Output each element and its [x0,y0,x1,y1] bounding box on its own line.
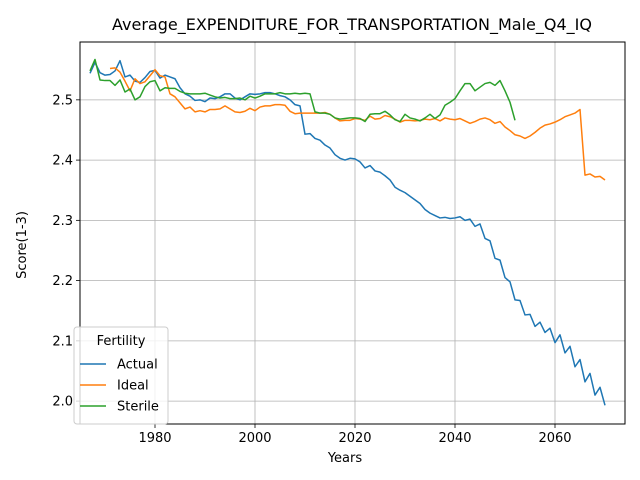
legend-title: Fertility [97,334,146,349]
grid-lines [80,42,625,424]
x-tick-label: 2000 [238,431,271,446]
x-axis-label: Years [327,451,363,466]
y-tick-label: 2.0 [52,395,73,410]
x-tick-label: 1980 [138,431,171,446]
y-axis-ticks: 2.0 2.1 2.2 2.3 2.4 2.5 [52,93,80,410]
x-axis-ticks: 1980 2000 2020 2040 2060 [138,424,572,446]
legend-box [73,326,169,425]
series-line-sterile [89,58,516,123]
x-tick-label: 2060 [538,431,571,446]
plot-frame [79,41,626,425]
y-tick-label: 2.1 [52,334,73,349]
chart-title: Average_EXPENDITURE_FOR_TRANSPORTATION_M… [112,15,592,35]
y-tick-label: 2.4 [52,154,73,169]
y-tick-label: 2.3 [52,214,73,229]
y-tick-label: 2.5 [52,93,73,108]
x-tick-label: 2040 [438,431,471,446]
legend-label-ideal: Ideal [117,379,149,394]
x-tick-label: 2020 [338,431,371,446]
legend-label-sterile: Sterile [117,400,159,415]
legend-label-actual: Actual [117,358,158,373]
y-tick-label: 2.2 [52,274,73,289]
y-axis-label: Score(1-3) [15,211,30,279]
series-lines [89,58,606,406]
series-line-actual [89,59,606,406]
legend: Fertility Actual Ideal Sterile [73,326,169,425]
